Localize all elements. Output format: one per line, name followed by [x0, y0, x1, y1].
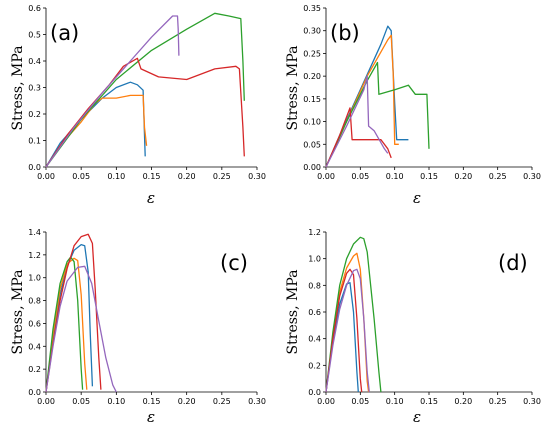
- x-tick-label-a: 0.10: [107, 172, 125, 181]
- x-tick-label-c: 0.10: [107, 397, 125, 406]
- y-tick-label-a: 0.4: [28, 57, 41, 66]
- x-tick-label-d: 0.10: [386, 397, 404, 406]
- y-tick-label-c: 1.2: [28, 251, 41, 260]
- x-axis-label-d: ε: [413, 408, 421, 426]
- y-tick-label-c: 0.0: [28, 388, 41, 397]
- y-tick-label-b: 0.10: [303, 118, 321, 127]
- x-tick-label-c: 0.25: [213, 397, 231, 406]
- y-tick-label-c: 1.4: [28, 228, 41, 237]
- x-tick-label-a: 0.25: [213, 172, 231, 181]
- series-line-d-4: [325, 268, 363, 393]
- y-axis-label-b: Stress, MPa: [285, 46, 301, 131]
- plot-area-d: 0.00 0.05 0.10 0.15 0.20 0.25 0.30 0.0 0.2 0.4 0.6…: [308, 228, 541, 406]
- plot-area-c: 0.00 0.05 0.10 0.15 0.20 0.25 0.30 0.0 0.2 0.4 0.6…: [28, 228, 266, 406]
- series-line-c-5: [45, 265, 117, 393]
- x-tick-label-b: 0.25: [489, 172, 507, 181]
- x-tick-label-b: 0.30: [523, 172, 541, 181]
- x-tick-label-d: 0.05: [351, 397, 369, 406]
- panel-c: 0.00 0.05 0.10 0.15 0.20 0.25 0.30 0.0 0.2 0.4 0.6…: [10, 228, 266, 426]
- y-tick-label-c: 0.6: [28, 319, 41, 328]
- y-tick-label-c: 1.0: [28, 274, 41, 283]
- y-tick-label-a: 0.0: [28, 163, 41, 172]
- panel-b: 0.00 0.05 0.10 0.15 0.20 0.25 0.30 0.00 0.05 0.10…: [285, 4, 541, 207]
- x-tick-label-c: 0.15: [143, 397, 161, 406]
- x-tick-label-c: 0.30: [248, 397, 266, 406]
- plot-area-b: 0.00 0.05 0.10 0.15 0.20 0.25 0.30 0.00 0.05 0.10…: [303, 4, 541, 181]
- x-axis-label-b: ε: [413, 189, 421, 207]
- y-tick-label-d: 0.8: [308, 281, 321, 290]
- series-line-d-2: [325, 252, 370, 393]
- y-tick-label-c: 0.4: [28, 342, 41, 351]
- series-line-b-4: [325, 107, 392, 168]
- panel-label-d: (d): [498, 251, 528, 275]
- x-tick-label-c: 0.20: [178, 397, 196, 406]
- x-axis-label-c: ε: [147, 408, 155, 426]
- x-tick-label-a: 0.00: [37, 172, 55, 181]
- series-line-d-3: [325, 236, 382, 393]
- x-tick-label-b: 0.20: [454, 172, 472, 181]
- series-line-b-1: [325, 25, 409, 168]
- y-tick-label-d: 1.0: [308, 255, 321, 264]
- y-tick-label-d: 0.6: [308, 308, 321, 317]
- series-line-b-5: [325, 75, 389, 168]
- x-tick-label-a: 0.05: [72, 172, 90, 181]
- x-tick-label-d: 0.20: [454, 397, 472, 406]
- panel-label-b: (b): [330, 21, 360, 45]
- y-tick-label-b: 0.00: [303, 163, 321, 172]
- y-tick-label-b: 0.05: [303, 140, 321, 149]
- x-tick-label-d: 0.15: [420, 397, 438, 406]
- y-tick-label-d: 1.2: [308, 228, 321, 237]
- panel-label-c: (c): [220, 251, 248, 275]
- x-tick-label-a: 0.30: [248, 172, 266, 181]
- y-tick-label-b: 0.25: [303, 49, 321, 58]
- y-tick-label-b: 0.35: [303, 4, 321, 13]
- x-tick-label-d: 0.00: [317, 397, 335, 406]
- y-tick-label-c: 0.8: [28, 297, 41, 306]
- series-line-c-2: [45, 257, 88, 393]
- y-tick-label-d: 0.4: [308, 335, 321, 344]
- series-line-d-5: [325, 268, 370, 393]
- x-tick-label-d: 0.25: [489, 397, 507, 406]
- y-tick-label-b: 0.15: [303, 95, 321, 104]
- series-line-c-4: [45, 233, 102, 393]
- y-tick-label-c: 0.2: [28, 365, 41, 374]
- y-tick-label-a: 0.3: [28, 84, 41, 93]
- x-tick-label-b: 0.00: [317, 172, 335, 181]
- y-tick-label-d: 0.2: [308, 361, 321, 370]
- y-tick-label-a: 0.1: [28, 137, 41, 146]
- panel-a: 0.00 0.05 0.10 0.15 0.20 0.25 0.30 0.0 0.1 0.2 0.3…: [10, 4, 266, 207]
- y-tick-label-a: 0.2: [28, 110, 41, 119]
- panel-d: 0.00 0.05 0.10 0.15 0.20 0.25 0.30 0.0 0.2 0.4 0.6…: [285, 228, 541, 426]
- plot-area-a: 0.00 0.05 0.10 0.15 0.20 0.25 0.30 0.0 0.1 0.2 0.3…: [28, 4, 266, 181]
- series-line-a-2: [45, 94, 148, 168]
- x-tick-label-a: 0.15: [143, 172, 161, 181]
- y-axis-label-a: Stress, MPa: [10, 46, 26, 131]
- y-tick-label-b: 0.20: [303, 72, 321, 81]
- panel-label-a: (a): [50, 21, 79, 45]
- series-line-b-3: [325, 61, 430, 168]
- x-tick-label-c: 0.00: [37, 397, 55, 406]
- series-line-c-1: [45, 243, 94, 393]
- y-tick-label-b: 0.30: [303, 27, 321, 36]
- y-tick-label-d: 0.0: [308, 388, 321, 397]
- x-tick-label-b: 0.05: [351, 172, 369, 181]
- series-line-a-5: [45, 15, 180, 168]
- x-tick-label-b: 0.10: [386, 172, 404, 181]
- x-tick-label-b: 0.15: [420, 172, 438, 181]
- x-axis-label-a: ε: [147, 189, 155, 207]
- series-line-a-4: [45, 57, 245, 168]
- x-tick-label-a: 0.20: [178, 172, 196, 181]
- x-tick-label-d: 0.30: [523, 397, 541, 406]
- series-line-b-2: [325, 34, 399, 168]
- y-tick-label-a: 0.6: [28, 4, 41, 13]
- y-axis-label-c: Stress, MPa: [10, 270, 26, 355]
- x-tick-label-c: 0.05: [72, 397, 90, 406]
- y-tick-label-a: 0.5: [28, 31, 41, 40]
- series-line-a-3: [45, 12, 245, 168]
- y-axis-label-d: Stress, MPa: [285, 270, 301, 355]
